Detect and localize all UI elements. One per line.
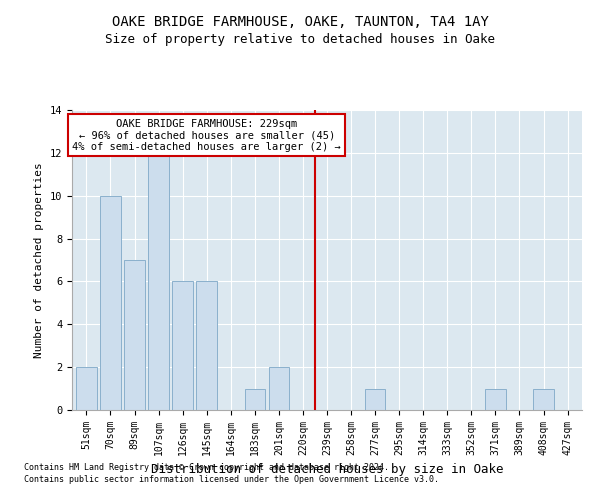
Text: Contains public sector information licensed under the Open Government Licence v3: Contains public sector information licen… <box>24 475 439 484</box>
Bar <box>365 388 385 410</box>
Bar <box>124 260 145 410</box>
Text: OAKE BRIDGE FARMHOUSE, OAKE, TAUNTON, TA4 1AY: OAKE BRIDGE FARMHOUSE, OAKE, TAUNTON, TA… <box>112 15 488 29</box>
Bar <box>485 388 506 410</box>
Bar <box>269 367 289 410</box>
Bar <box>196 282 217 410</box>
Bar <box>76 367 97 410</box>
Y-axis label: Number of detached properties: Number of detached properties <box>34 162 44 358</box>
X-axis label: Distribution of detached houses by size in Oake: Distribution of detached houses by size … <box>151 464 503 476</box>
Bar <box>533 388 554 410</box>
Text: OAKE BRIDGE FARMHOUSE: 229sqm
← 96% of detached houses are smaller (45)
4% of se: OAKE BRIDGE FARMHOUSE: 229sqm ← 96% of d… <box>73 118 341 152</box>
Text: Contains HM Land Registry data © Crown copyright and database right 2024.: Contains HM Land Registry data © Crown c… <box>24 464 389 472</box>
Text: Size of property relative to detached houses in Oake: Size of property relative to detached ho… <box>105 32 495 46</box>
Bar <box>245 388 265 410</box>
Bar <box>172 282 193 410</box>
Bar <box>148 153 169 410</box>
Bar <box>100 196 121 410</box>
